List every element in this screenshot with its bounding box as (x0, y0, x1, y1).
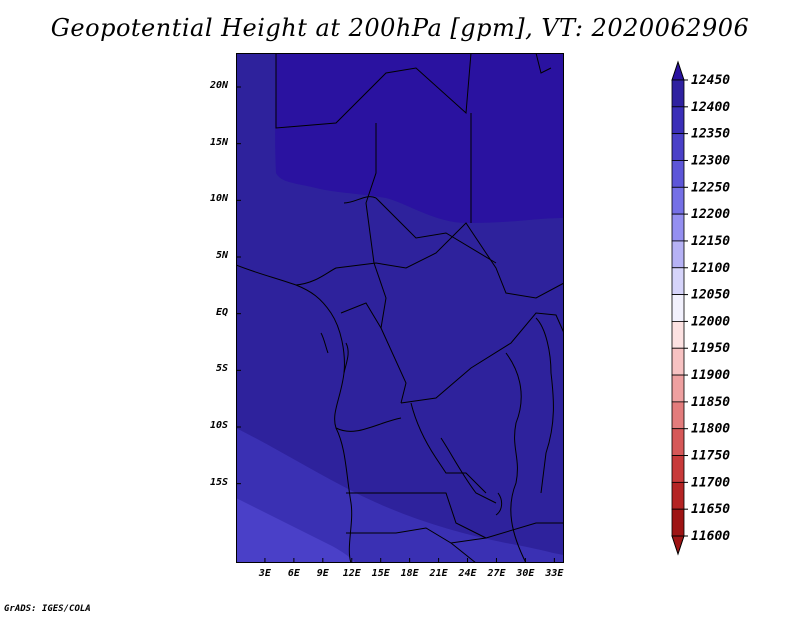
colorbar-label: 12350 (691, 127, 730, 142)
lat-tick-label: 15N (209, 136, 228, 148)
colorbar-box (671, 133, 685, 161)
lon-tick-label: 9E (316, 568, 329, 579)
lon-tick-label: 18E (400, 568, 419, 579)
border-line (400, 312, 564, 404)
lon-tick-label: 3E (258, 568, 271, 579)
colorbar-box (671, 106, 685, 135)
lon-tick-label: 15E (371, 568, 390, 579)
colorbar-label: 12100 (691, 261, 730, 276)
border-line (505, 352, 527, 563)
colorbar-label: 12450 (691, 73, 730, 88)
lon-tick-label: 24E (458, 568, 477, 579)
border-line (535, 53, 552, 74)
colorbar-box (671, 374, 685, 403)
colorbar-bottom-arrow (671, 535, 685, 556)
border-line (450, 542, 477, 563)
map-title: Geopotential Height at 200hPa [gpm], VT:… (50, 14, 750, 42)
colorbar-box (671, 213, 685, 242)
lon-tick-label: 27E (487, 568, 506, 579)
lat-tick-label: 10N (209, 193, 228, 205)
border-line (535, 317, 554, 494)
colorbar-box (671, 455, 685, 483)
colorbar-box (671, 186, 685, 215)
border-line (275, 53, 472, 129)
border-line (343, 342, 349, 374)
colorbar-top-arrow (671, 60, 685, 81)
border-line (410, 402, 487, 494)
band-12400 (275, 53, 564, 223)
colorbar-label: 12000 (691, 314, 730, 329)
colorbar-label: 11950 (691, 341, 730, 356)
lon-tick-label: 21E (429, 568, 448, 579)
colorbar-box (671, 267, 685, 295)
band-12300 (236, 428, 564, 563)
border-line (320, 332, 329, 354)
height-field (236, 53, 564, 563)
lat-tick-label: 5N (215, 250, 228, 261)
border-line (495, 492, 503, 516)
colorbar-box (671, 401, 685, 430)
lat-tick-label: 20N (209, 80, 228, 91)
border-line (295, 222, 564, 299)
border-line (375, 197, 497, 264)
colorbar-label: 11600 (691, 529, 730, 544)
colorbar-box (671, 347, 685, 376)
colorbar-label: 12050 (691, 288, 730, 303)
border-line (343, 196, 377, 204)
colorbar-label: 11750 (691, 449, 730, 464)
colorbar-label: 12400 (691, 100, 730, 115)
border-line (365, 123, 407, 404)
colorbar-label: 11850 (691, 395, 730, 410)
lat-tick-label: 10S (209, 420, 228, 431)
colorbar-label: 12150 (691, 234, 730, 249)
lat-tick-label: 15S (209, 476, 228, 488)
lon-tick-label: 6E (287, 568, 300, 579)
colorbar: 12450 12400 12350 12300 12250 12200 12150 12100… (671, 60, 730, 556)
colorbar-label: 11650 (691, 502, 730, 517)
lat-tick-label: EQ (215, 306, 228, 318)
colorbar-box (671, 508, 685, 537)
map-border (236, 53, 564, 563)
border-line (340, 302, 382, 329)
border-line (346, 492, 487, 539)
colorbar-label: 12200 (691, 207, 730, 222)
lon-tick-label: 12E (342, 568, 361, 579)
map-plot (236, 53, 564, 563)
colorbar-label: 11900 (691, 368, 730, 383)
colorbar-box (671, 240, 685, 269)
border-line (335, 417, 402, 432)
colorbar-box (671, 294, 685, 322)
colorbar-label: 12300 (691, 153, 730, 168)
lon-tick-label: 33E (545, 568, 564, 579)
colorbar-label: 11700 (691, 475, 730, 490)
colorbar-box (671, 428, 685, 456)
colorbar-box (671, 160, 685, 188)
country-borders (236, 53, 564, 563)
band-12250 (236, 498, 356, 563)
grads-credit: GrADS: IGES/COLA (4, 604, 91, 614)
lat-tick-label: 5S (215, 363, 228, 375)
colorbar-box (671, 481, 685, 510)
border-line (440, 437, 497, 504)
lon-tick-label: 30E (516, 568, 535, 579)
colorbar-label: 12250 (691, 180, 730, 195)
colorbar-box (671, 321, 685, 349)
colorbar-box (671, 79, 685, 108)
colorbar-label: 11800 (691, 422, 730, 437)
